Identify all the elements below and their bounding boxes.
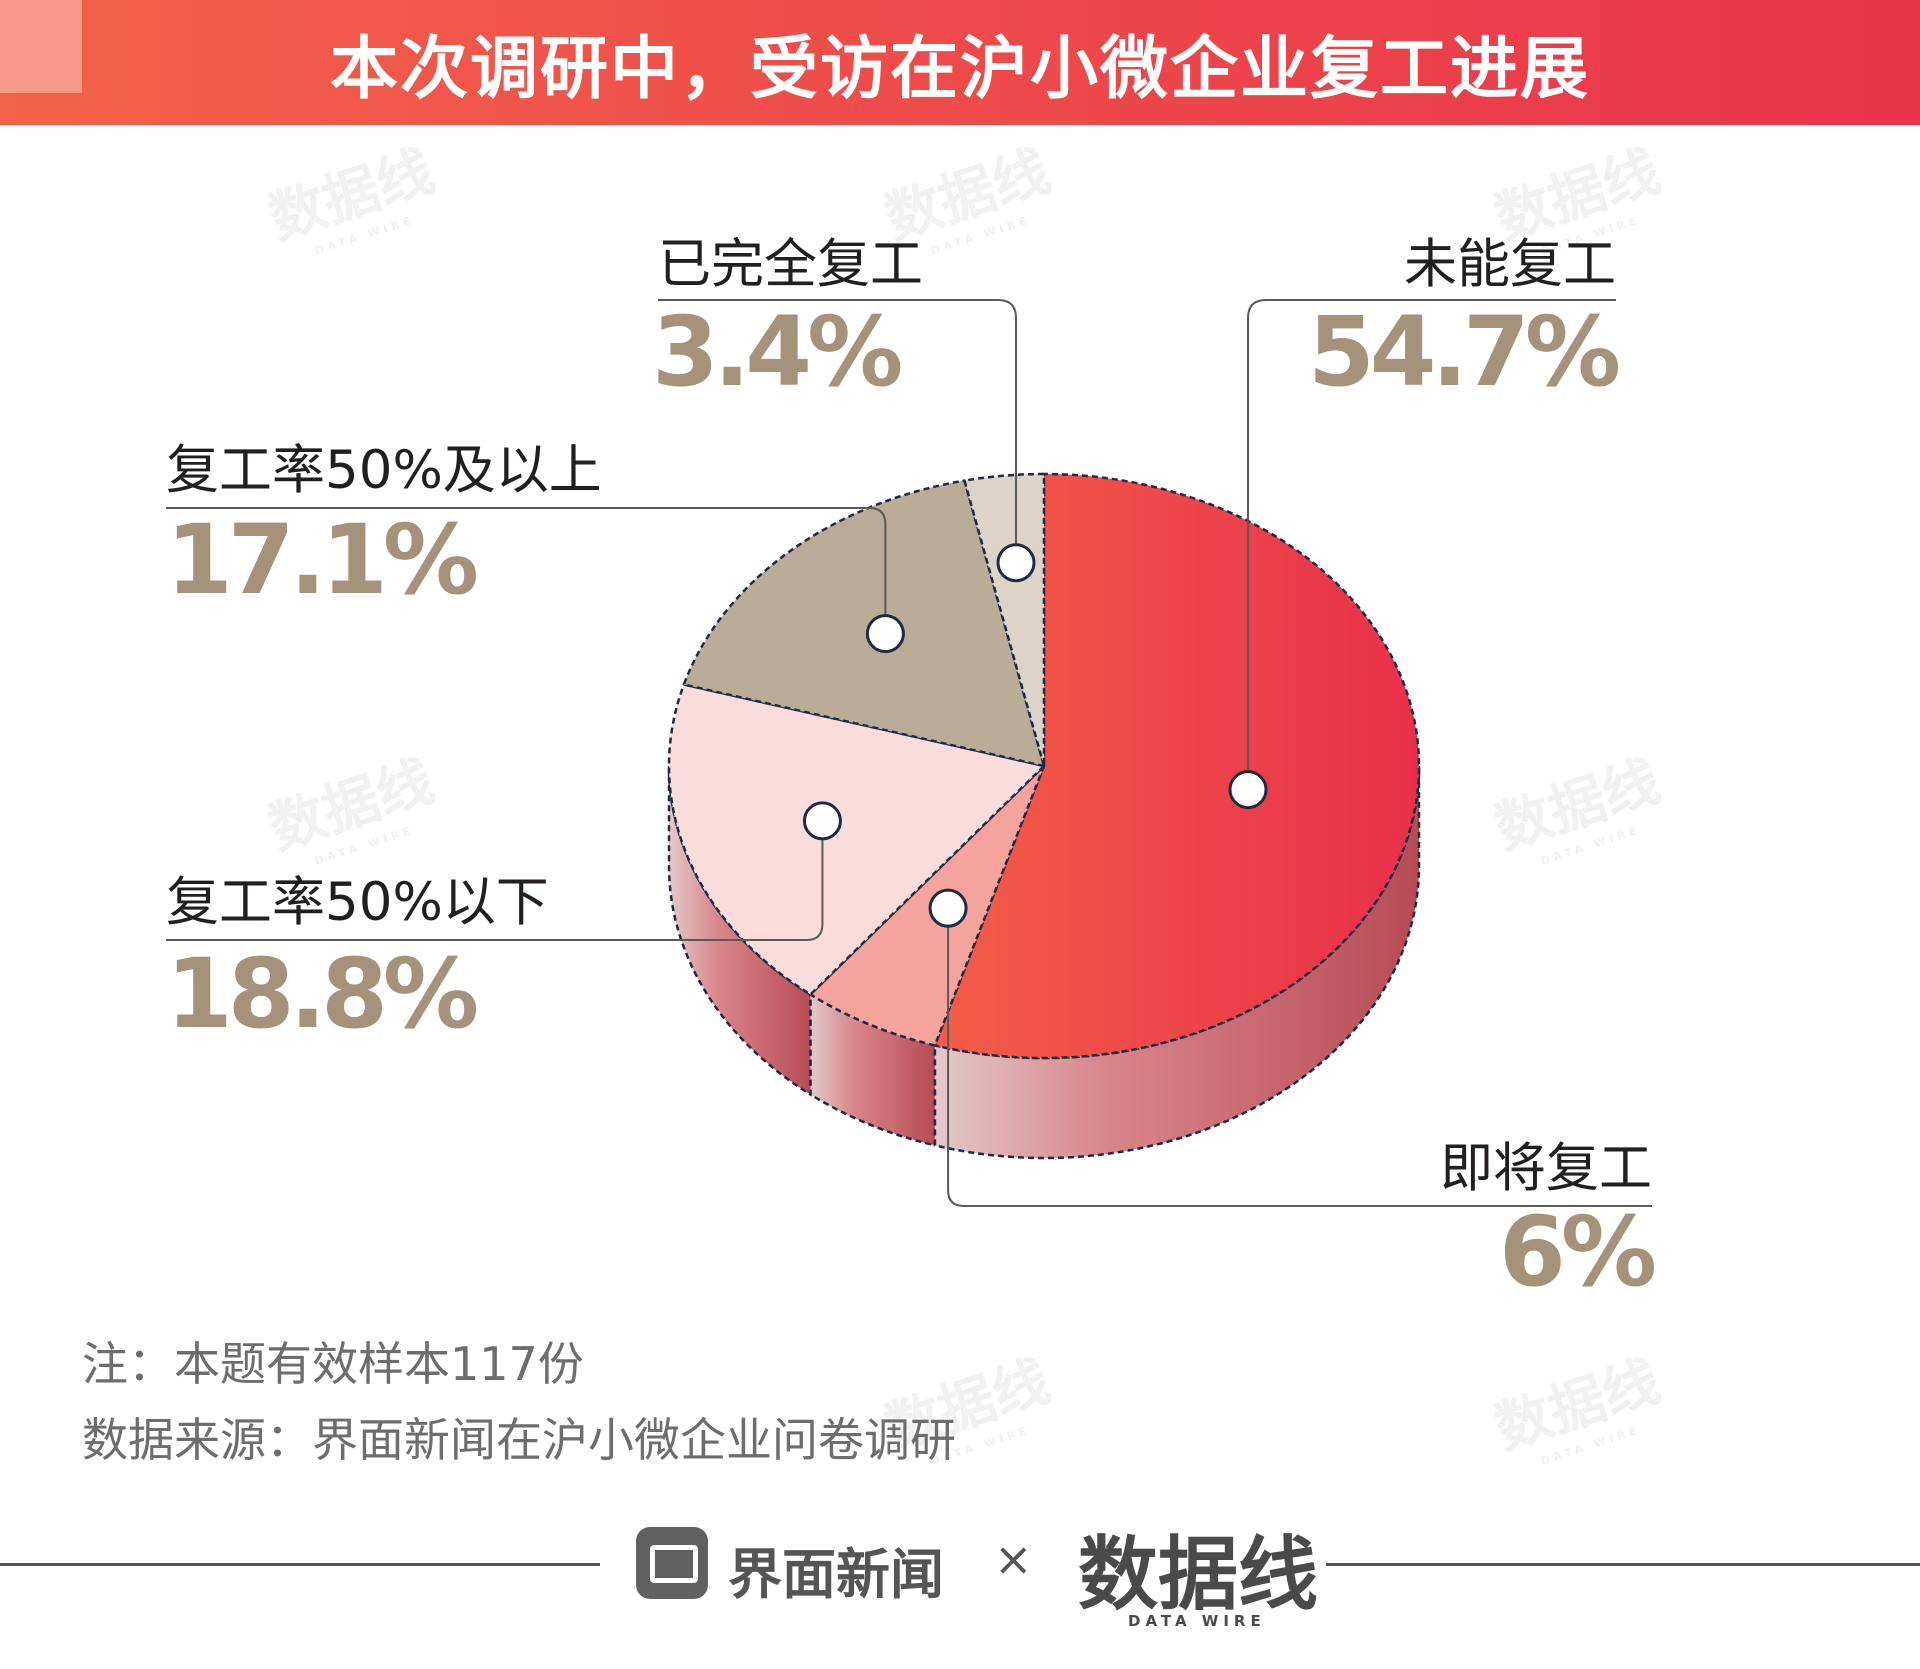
pie-slice (682, 479, 1046, 768)
callout-line (1247, 299, 1616, 790)
slice-value: 3.4% (652, 296, 903, 408)
slice-value: 17.1% (166, 504, 479, 616)
pie-top (667, 472, 1421, 1060)
pie-side (667, 765, 1421, 1160)
footer-separator: × (994, 1532, 1033, 1586)
slice-value: 54.7% (1307, 296, 1621, 408)
sample-note: 注：本题有效样本117份 (82, 1337, 584, 1391)
jiemian-logo-icon (636, 1527, 708, 1599)
pie-side-wall (667, 765, 812, 1097)
callout-line (166, 820, 824, 941)
callout-line (947, 908, 1652, 1207)
source-note: 数据来源：界面新闻在沪小微企业问卷调研 (82, 1413, 956, 1467)
callout-line (658, 299, 1018, 563)
callout-marker (928, 888, 968, 928)
footer-brand-jiemian: 界面新闻 (728, 1543, 944, 1606)
pie-side-wall (933, 765, 1421, 1160)
pie-callouts (166, 299, 1652, 1207)
slice-label: 复工率50%以下 (166, 872, 549, 933)
pie-slice (667, 683, 1047, 997)
slice-label: 即将复工 (1440, 1138, 1652, 1199)
slice-label: 未能复工 (1404, 234, 1616, 295)
callout-marker (1228, 770, 1268, 810)
pie-slice (808, 765, 1046, 1047)
callout-marker (865, 614, 905, 654)
callout-marker (802, 801, 842, 841)
pie-slice (933, 472, 1421, 1060)
chart-title: 本次调研中，受访在沪小微企业复工进展 (329, 30, 1590, 109)
callout-line (166, 507, 887, 634)
slice-value: 18.8% (166, 938, 479, 1050)
slice-value: 6% (1499, 1196, 1657, 1308)
callout-marker (996, 543, 1036, 583)
footer-brand-datawire-sub: DATA WIRE (1128, 1612, 1266, 1630)
footer-divider (1326, 1563, 1920, 1566)
title-accent-block (0, 0, 82, 93)
slice-label: 已完全复工 (658, 234, 923, 295)
title-bar: 本次调研中，受访在沪小微企业复工进展 (0, 0, 1920, 125)
footer-divider (0, 1563, 600, 1566)
footer-brand-datawire: 数据线 (1078, 1528, 1318, 1621)
slice-label: 复工率50%及以上 (166, 440, 602, 501)
